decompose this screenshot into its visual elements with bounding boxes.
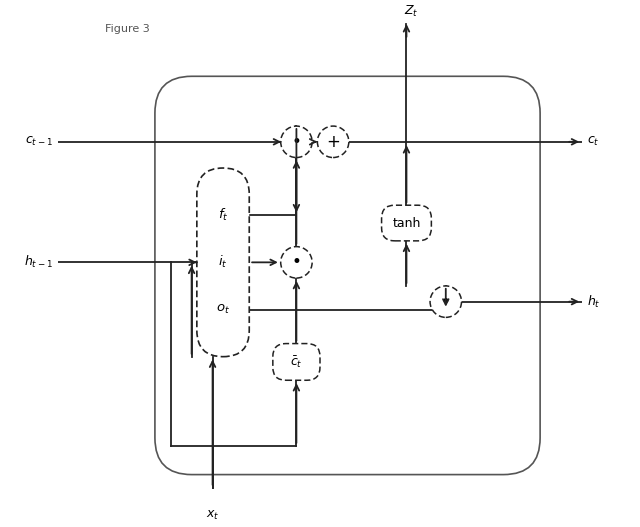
Text: +: + (326, 133, 340, 151)
Text: •: • (291, 133, 301, 151)
Text: $c_t$: $c_t$ (588, 135, 600, 149)
Circle shape (281, 126, 312, 158)
Text: $h_{t-1}$: $h_{t-1}$ (24, 255, 52, 270)
FancyBboxPatch shape (155, 76, 540, 475)
Text: $i_t$: $i_t$ (218, 255, 228, 270)
Text: tanh: tanh (392, 217, 420, 230)
Circle shape (430, 286, 461, 317)
Text: Figure 3: Figure 3 (105, 24, 150, 34)
FancyBboxPatch shape (197, 168, 249, 357)
FancyBboxPatch shape (273, 344, 320, 380)
Circle shape (317, 126, 349, 158)
FancyBboxPatch shape (381, 205, 431, 241)
Circle shape (281, 247, 312, 278)
Text: $f_t$: $f_t$ (218, 207, 228, 223)
Text: $o_t$: $o_t$ (216, 303, 230, 316)
Text: $c_{t-1}$: $c_{t-1}$ (25, 135, 52, 149)
Text: $Z_t$: $Z_t$ (404, 4, 419, 18)
Text: $h_t$: $h_t$ (588, 294, 601, 310)
Text: $\bar{c}_t$: $\bar{c}_t$ (290, 354, 303, 370)
Text: •: • (441, 292, 451, 310)
Text: $x_t$: $x_t$ (206, 509, 220, 522)
Text: •: • (291, 253, 301, 271)
